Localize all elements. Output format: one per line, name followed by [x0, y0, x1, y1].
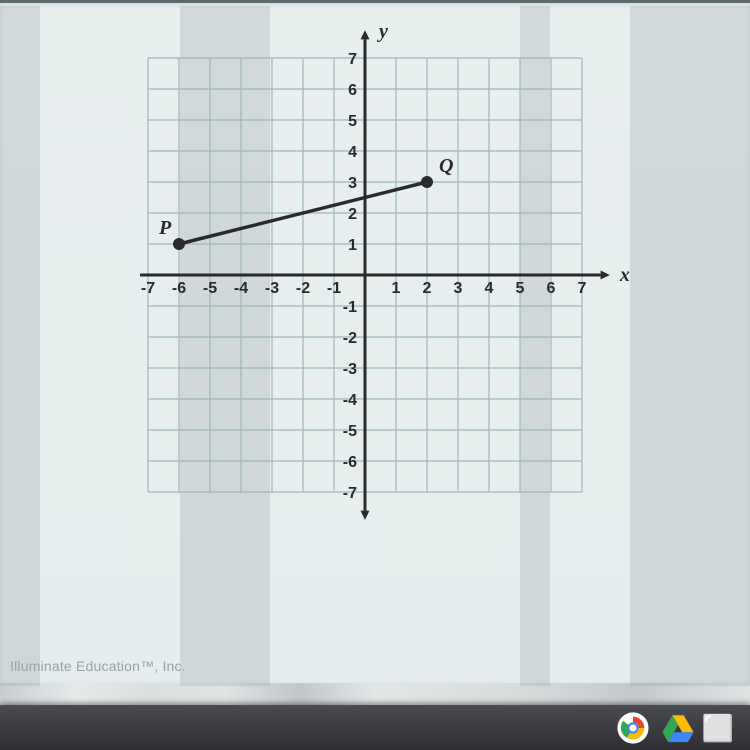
- svg-text:-4: -4: [343, 392, 357, 409]
- svg-text:y: y: [377, 20, 388, 42]
- maximize-icon[interactable]: ⬜: [701, 711, 735, 745]
- svg-text:7: 7: [348, 51, 357, 68]
- svg-text:P: P: [158, 217, 172, 239]
- google-drive-icon[interactable]: [661, 711, 695, 745]
- svg-text:-6: -6: [172, 280, 186, 297]
- svg-text:7: 7: [578, 280, 587, 297]
- footer-branding: Illuminate Education™, Inc.: [10, 658, 186, 674]
- glare: [0, 6, 40, 686]
- svg-text:4: 4: [485, 280, 494, 297]
- svg-text:-4: -4: [234, 280, 248, 297]
- glare: [630, 6, 750, 686]
- svg-text:1: 1: [348, 237, 357, 254]
- chart-svg: -7 -6 -5 -4 -3 -2 -1 1 2 3 4 5 6 7 -7 -6 -5 -4 -3 -2 -1 1 2 3 4 5…: [140, 13, 630, 533]
- svg-text:-2: -2: [296, 280, 310, 297]
- svg-text:5: 5: [516, 280, 525, 297]
- svg-text:1: 1: [392, 280, 401, 297]
- svg-text:-6: -6: [343, 454, 357, 471]
- svg-text:-5: -5: [343, 423, 357, 440]
- screen-photo: -7 -6 -5 -4 -3 -2 -1 1 2 3 4 5 6 7 -7 -6 -5 -4 -3 -2 -1 1 2 3 4 5…: [0, 0, 750, 750]
- svg-text:3: 3: [348, 175, 357, 192]
- svg-text:Q: Q: [439, 155, 453, 177]
- svg-text:-1: -1: [343, 299, 357, 316]
- svg-text:-5: -5: [203, 280, 217, 297]
- svg-text:4: 4: [348, 144, 357, 161]
- svg-text:x: x: [619, 264, 630, 286]
- chrome-icon[interactable]: [616, 711, 650, 745]
- content-area: -7 -6 -5 -4 -3 -2 -1 1 2 3 4 5 6 7 -7 -6 -5 -4 -3 -2 -1 1 2 3 4 5…: [0, 0, 750, 683]
- svg-text:-3: -3: [343, 361, 357, 378]
- svg-text:-3: -3: [265, 280, 279, 297]
- svg-text:-7: -7: [343, 485, 357, 502]
- svg-text:-1: -1: [327, 280, 341, 297]
- svg-text:5: 5: [348, 113, 357, 130]
- svg-text:2: 2: [423, 280, 432, 297]
- coordinate-grid-chart: -7 -6 -5 -4 -3 -2 -1 1 2 3 4 5 6 7 -7 -6 -5 -4 -3 -2 -1 1 2 3 4 5…: [140, 13, 630, 533]
- svg-text:3: 3: [454, 280, 463, 297]
- svg-text:2: 2: [348, 206, 357, 223]
- svg-text:6: 6: [348, 82, 357, 99]
- taskbar: ⬜: [0, 705, 750, 750]
- svg-text:6: 6: [547, 280, 556, 297]
- svg-text:-2: -2: [343, 330, 357, 347]
- svg-text:-7: -7: [141, 280, 155, 297]
